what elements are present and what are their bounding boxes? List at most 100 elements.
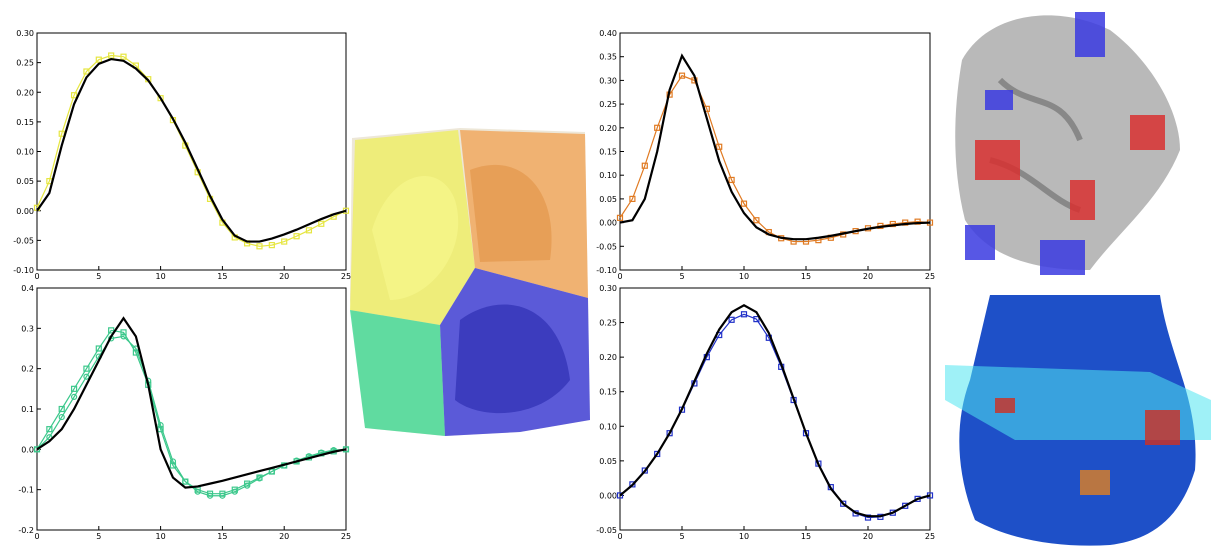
x-tick-label: 10 xyxy=(739,532,749,541)
marker xyxy=(58,413,65,421)
marker xyxy=(95,345,102,352)
series-line xyxy=(619,53,931,241)
y-tick-label: 0.25 xyxy=(599,319,617,328)
marker xyxy=(678,72,686,79)
x-tick-label: 15 xyxy=(217,532,227,541)
marker xyxy=(70,393,78,400)
y-tick-label: 0.4 xyxy=(21,284,34,293)
chart: 0 5 10 15 20 25 -0.05 0.00 0.05 0.10 0.15 0.20 0.25 0… xyxy=(596,284,935,541)
x-tick-label: 15 xyxy=(801,532,811,541)
x-tick-label: 25 xyxy=(925,532,935,541)
marker xyxy=(902,502,909,509)
y-tick-label: 0.15 xyxy=(16,118,34,127)
y-tick-label: -0.10 xyxy=(596,266,617,275)
marker xyxy=(206,492,214,499)
x-tick-label: 20 xyxy=(863,532,873,541)
marker xyxy=(33,446,41,453)
y-tick-label: 0.15 xyxy=(599,388,617,397)
x-tick-label: 20 xyxy=(279,272,289,281)
marker xyxy=(293,233,300,240)
marker xyxy=(256,243,263,250)
x-tick-label: 15 xyxy=(801,272,811,281)
x-tick-label: 0 xyxy=(617,272,622,281)
marker xyxy=(740,311,748,318)
marker xyxy=(305,227,313,234)
y-tick-label: 0.20 xyxy=(16,88,34,97)
marker xyxy=(728,176,735,184)
marker xyxy=(629,195,636,202)
y-tick-label: 0.30 xyxy=(599,284,617,293)
x-tick-label: 10 xyxy=(739,272,749,281)
marker xyxy=(753,316,760,323)
marker xyxy=(616,214,624,221)
marker xyxy=(629,481,636,488)
marker xyxy=(654,450,661,458)
y-tick-label: 0.25 xyxy=(16,59,34,68)
marker xyxy=(58,405,65,413)
y-tick-label: -0.05 xyxy=(596,526,617,535)
y-tick-label: 0.10 xyxy=(16,148,34,157)
segmented-volume-render xyxy=(350,128,590,436)
marker xyxy=(219,492,226,499)
marker xyxy=(716,143,723,150)
marker xyxy=(641,467,648,474)
y-tick-label: -0.10 xyxy=(13,266,34,275)
marker xyxy=(256,475,263,482)
marker xyxy=(157,422,164,429)
plot-frame xyxy=(619,287,931,531)
y-tick-label: 0.25 xyxy=(599,100,617,109)
y-tick-label: 0.15 xyxy=(599,148,617,157)
x-tick-label: 5 xyxy=(679,532,684,541)
y-tick-label: 0.35 xyxy=(599,53,617,62)
y-tick-label: 0.00 xyxy=(599,491,617,500)
marker xyxy=(840,500,847,507)
y-tick-label: 0.2 xyxy=(21,365,34,374)
plot-frame xyxy=(36,287,347,531)
y-tick-label: 0.20 xyxy=(599,124,617,133)
x-tick-label: 10 xyxy=(156,532,166,541)
y-tick-label: -0.05 xyxy=(596,242,617,251)
x-tick-label: 20 xyxy=(863,272,873,281)
marker xyxy=(182,478,189,485)
x-tick-label: 0 xyxy=(34,272,39,281)
x-tick-label: 5 xyxy=(96,532,101,541)
marker xyxy=(70,385,78,392)
y-tick-label: 0.1 xyxy=(21,405,34,414)
marker xyxy=(108,327,115,334)
marker xyxy=(157,95,164,102)
cortex-render-top xyxy=(955,12,1180,275)
x-tick-label: 25 xyxy=(341,272,351,281)
y-tick-label: 0.0 xyxy=(21,445,34,454)
plot-frame xyxy=(619,32,931,271)
y-tick-label: 0.30 xyxy=(16,29,34,38)
marker xyxy=(83,365,90,372)
x-tick-label: 25 xyxy=(925,272,935,281)
marker xyxy=(95,56,102,63)
marker xyxy=(616,492,624,499)
y-tick-label: 0.10 xyxy=(599,422,617,431)
marker xyxy=(666,430,673,437)
marker xyxy=(318,220,325,227)
marker xyxy=(169,458,177,465)
marker xyxy=(194,488,201,495)
y-tick-label: 0.00 xyxy=(16,207,34,216)
y-tick-label: 0.20 xyxy=(599,353,617,362)
x-tick-label: 0 xyxy=(34,532,39,541)
marker xyxy=(120,333,127,340)
marker xyxy=(728,316,735,323)
x-tick-label: 5 xyxy=(96,272,101,281)
marker xyxy=(46,426,53,433)
marker xyxy=(740,200,748,207)
x-tick-label: 10 xyxy=(156,272,166,281)
chart: 0 5 10 15 20 25 -0.2 -0.1 0.0 0.1 0.2 0.3 0.4 xyxy=(18,284,351,541)
marker xyxy=(70,92,78,99)
x-tick-label: 5 xyxy=(679,272,684,281)
y-tick-label: -0.2 xyxy=(18,526,34,535)
y-tick-label: 0.30 xyxy=(599,76,617,85)
marker xyxy=(83,373,90,380)
marker xyxy=(641,162,648,169)
series-line xyxy=(36,57,347,243)
y-tick-label: 0.05 xyxy=(599,457,617,466)
marker xyxy=(753,217,760,224)
y-tick-label: -0.1 xyxy=(18,486,34,495)
